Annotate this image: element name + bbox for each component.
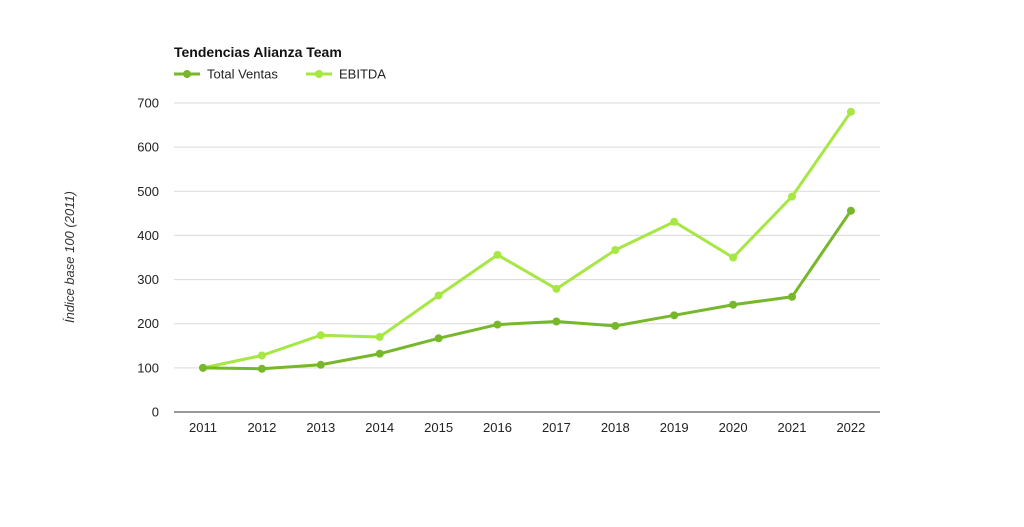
- x-tick-label-2015: 2015: [424, 420, 453, 435]
- data-point-ebitda-2015: [434, 291, 443, 300]
- y-tick-label-300: 300: [137, 272, 159, 287]
- data-point-ebitda-2018: [611, 245, 620, 254]
- chart-legend: Total Ventas EBITDA: [174, 67, 386, 82]
- legend-swatch-dot-ebitda: [315, 70, 323, 78]
- data-point-total-ventas-2019: [670, 311, 679, 320]
- x-tick-label-2020: 2020: [719, 420, 748, 435]
- data-point-total-ventas-2016: [493, 320, 502, 329]
- y-tick-label-700: 700: [137, 96, 159, 111]
- x-tick-label-2019: 2019: [660, 420, 689, 435]
- data-point-total-ventas-2021: [788, 292, 796, 301]
- x-tick-label-2017: 2017: [542, 420, 571, 435]
- data-point-total-ventas-2012: [257, 364, 266, 373]
- chart-title: Tendencias Alianza Team: [174, 44, 342, 60]
- y-tick-label-500: 500: [137, 184, 159, 199]
- data-point-total-ventas-2022: [846, 206, 855, 215]
- x-tick-label-2016: 2016: [483, 420, 512, 435]
- data-point-total-ventas-2014: [375, 349, 384, 358]
- data-point-ebitda-2021: [788, 192, 796, 201]
- x-tick-label-2021: 2021: [778, 420, 807, 435]
- grid-lines: [174, 102, 880, 369]
- data-point-ebitda-2017: [552, 284, 561, 293]
- series-line-ebitda: [202, 110, 853, 370]
- y-tick-label-400: 400: [137, 228, 159, 243]
- x-tick-label-2014: 2014: [365, 420, 394, 435]
- data-point-ebitda-2014: [375, 332, 384, 341]
- y-tick-label-600: 600: [137, 140, 159, 155]
- data-point-total-ventas-2017: [552, 317, 561, 326]
- x-tick-label-2018: 2018: [601, 420, 630, 435]
- data-point-total-ventas-2020: [729, 300, 738, 309]
- data-point-total-ventas-2015: [434, 334, 443, 343]
- y-tick-label-100: 100: [137, 360, 159, 375]
- y-tick-label-200: 200: [137, 316, 159, 331]
- y-axis-title: Índice base 100 (2011): [62, 191, 77, 323]
- y-tick-labels: 0 100 200 300 400 500 600 700: [137, 96, 159, 420]
- data-point-ebitda-2013: [316, 331, 325, 340]
- x-tick-label-2012: 2012: [247, 420, 276, 435]
- data-point-ebitda-2016: [493, 250, 502, 259]
- data-point-ebitda-2022: [846, 107, 855, 116]
- y-tick-label-0: 0: [152, 405, 159, 420]
- series-line-total-ventas: [202, 209, 853, 371]
- legend-label-ebitda: EBITDA: [339, 67, 386, 82]
- series-group: [199, 107, 855, 373]
- x-tick-label-2022: 2022: [836, 420, 865, 435]
- x-tick-labels: 2011 2012 2013 2014 2015 2016 2017 2018 2019 2020…: [189, 420, 865, 435]
- x-tick-label-2011: 2011: [189, 420, 217, 435]
- legend-label-total-ventas: Total Ventas: [207, 67, 278, 82]
- data-point-total-ventas-2011: [199, 363, 207, 372]
- x-tick-label-2013: 2013: [306, 420, 335, 435]
- data-point-ebitda-2020: [729, 253, 738, 262]
- data-point-ebitda-2012: [257, 351, 266, 360]
- data-point-total-ventas-2018: [611, 321, 620, 330]
- data-point-total-ventas-2013: [316, 360, 325, 369]
- legend-swatch-dot-total-ventas: [183, 70, 191, 78]
- data-point-ebitda-2019: [670, 217, 679, 226]
